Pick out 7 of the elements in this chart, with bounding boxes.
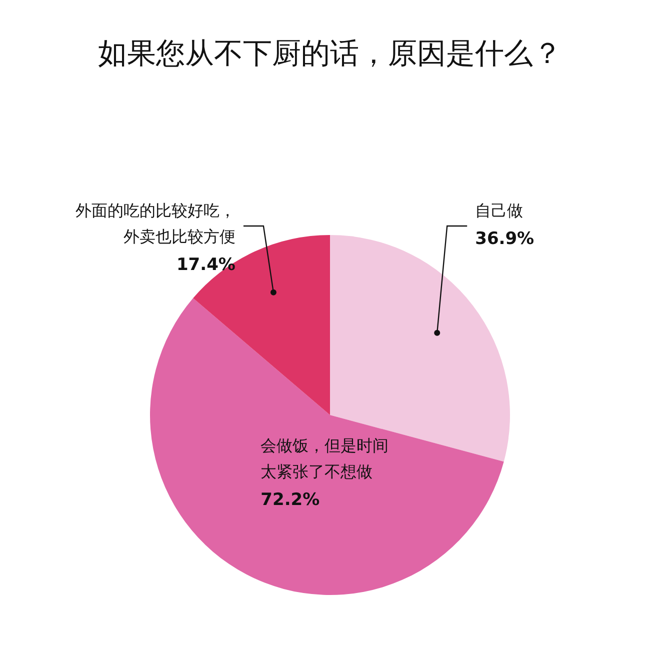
data-label: 17.4% — [176, 255, 236, 275]
data-label: 72.2% — [260, 490, 320, 510]
slice-label: 外面的吃的比较好吃，外卖也比较方便 — [75, 201, 236, 246]
slice-label: 自己做 — [475, 201, 524, 220]
data-label: 36.9% — [475, 229, 534, 249]
slice-label: 会做饭，但是时间太紧张了不想做 — [260, 436, 389, 481]
chart-title: 如果您从不下厨的话，原因是什么？ — [97, 35, 563, 72]
